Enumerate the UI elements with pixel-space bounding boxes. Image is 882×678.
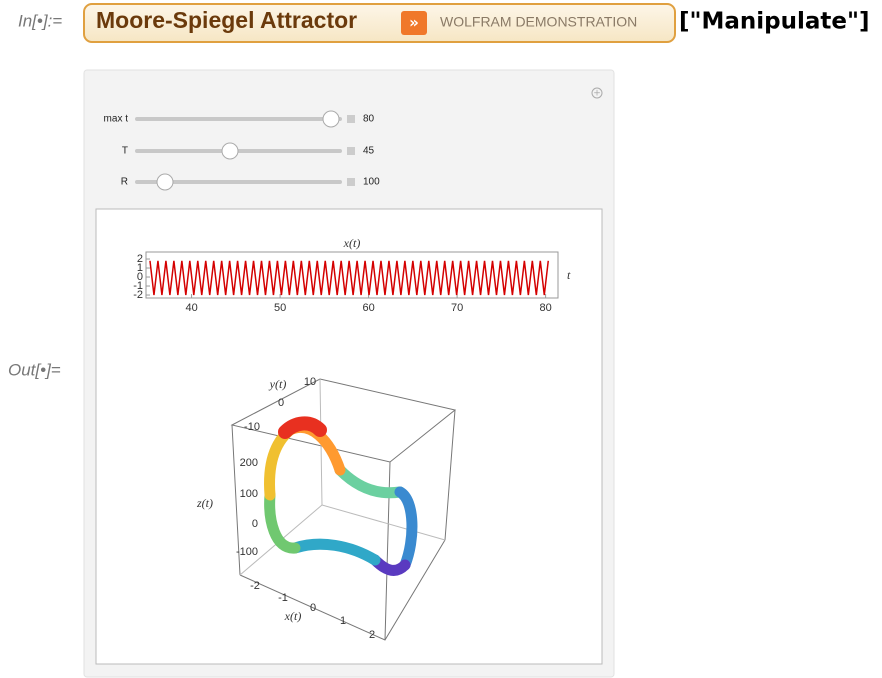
control-label: max t (104, 114, 129, 125)
y-tick-label: 10 (304, 376, 316, 388)
z-axis-label: z(t) (196, 496, 213, 510)
plot-frame (145, 251, 559, 299)
z-tick-label: 200 (240, 457, 258, 469)
x-tick-label: 60 (362, 302, 374, 314)
x-tick-label: 40 (185, 302, 197, 314)
y-tick-label: 0 (137, 271, 143, 283)
y-tick-label: -2 (133, 289, 143, 301)
z-tick-label: 0 (252, 518, 258, 530)
demo-button[interactable] (83, 3, 676, 43)
input-suffix: ["Manipulate"] (679, 9, 870, 35)
x-tick-label: 1 (340, 615, 346, 627)
x-tick-label: -1 (278, 592, 288, 604)
panel-options[interactable] (591, 87, 603, 99)
control-value: 100 (363, 177, 380, 188)
slider-plus[interactable] (347, 115, 355, 123)
options-glyph: + (593, 89, 601, 99)
x-tick-label: 2 (369, 629, 375, 641)
control-label: T (122, 146, 128, 157)
control-value: 80 (363, 114, 375, 125)
slider-thumb[interactable] (156, 173, 174, 191)
x-tick-label: -2 (250, 580, 260, 592)
plot-area (95, 208, 603, 665)
controls: max t 80 T 45 R 100 (104, 110, 380, 191)
y-tick-label: -10 (244, 421, 260, 433)
slider-plus[interactable] (347, 147, 355, 155)
y-tick-label: -1 (133, 280, 143, 292)
box-edges (231, 409, 456, 641)
button-icon (401, 11, 427, 35)
x-tick-label: 50 (274, 302, 286, 314)
x-axis-label: x(t) (284, 609, 302, 623)
slider-thumb[interactable] (221, 142, 239, 160)
slider-thumb[interactable] (322, 110, 340, 128)
button-tag: WOLFRAM DEMONSTRATION (440, 14, 637, 30)
x-tick-label: 0 (310, 602, 316, 614)
control-label: R (121, 177, 128, 188)
slider-track[interactable] (135, 180, 342, 184)
chart-title: x(t) (343, 236, 361, 250)
control-value: 45 (363, 146, 375, 157)
plot-3d (230, 378, 457, 641)
x-tick-label: 80 (539, 302, 551, 314)
output-label: Out[•]= (8, 360, 61, 379)
slider-track[interactable] (135, 117, 342, 121)
z-tick-label: -100 (236, 546, 258, 558)
y-tick-label: 2 (137, 253, 143, 265)
attractor-tube (264, 416, 418, 576)
input-label: In[•]:= (18, 11, 62, 30)
data-line (149, 260, 550, 296)
y-tick-label: 1 (137, 262, 143, 274)
icon-glyph: » (409, 14, 419, 32)
button-title: Moore-Spiegel Attractor (96, 7, 357, 33)
y-axis-label: y(t) (269, 377, 287, 391)
z-tick-label: 100 (240, 488, 258, 500)
x-axis-label: t (567, 268, 571, 282)
slider-plus[interactable] (347, 178, 355, 186)
y-tick-label: 0 (278, 397, 284, 409)
x-tick-label: 70 (451, 302, 463, 314)
